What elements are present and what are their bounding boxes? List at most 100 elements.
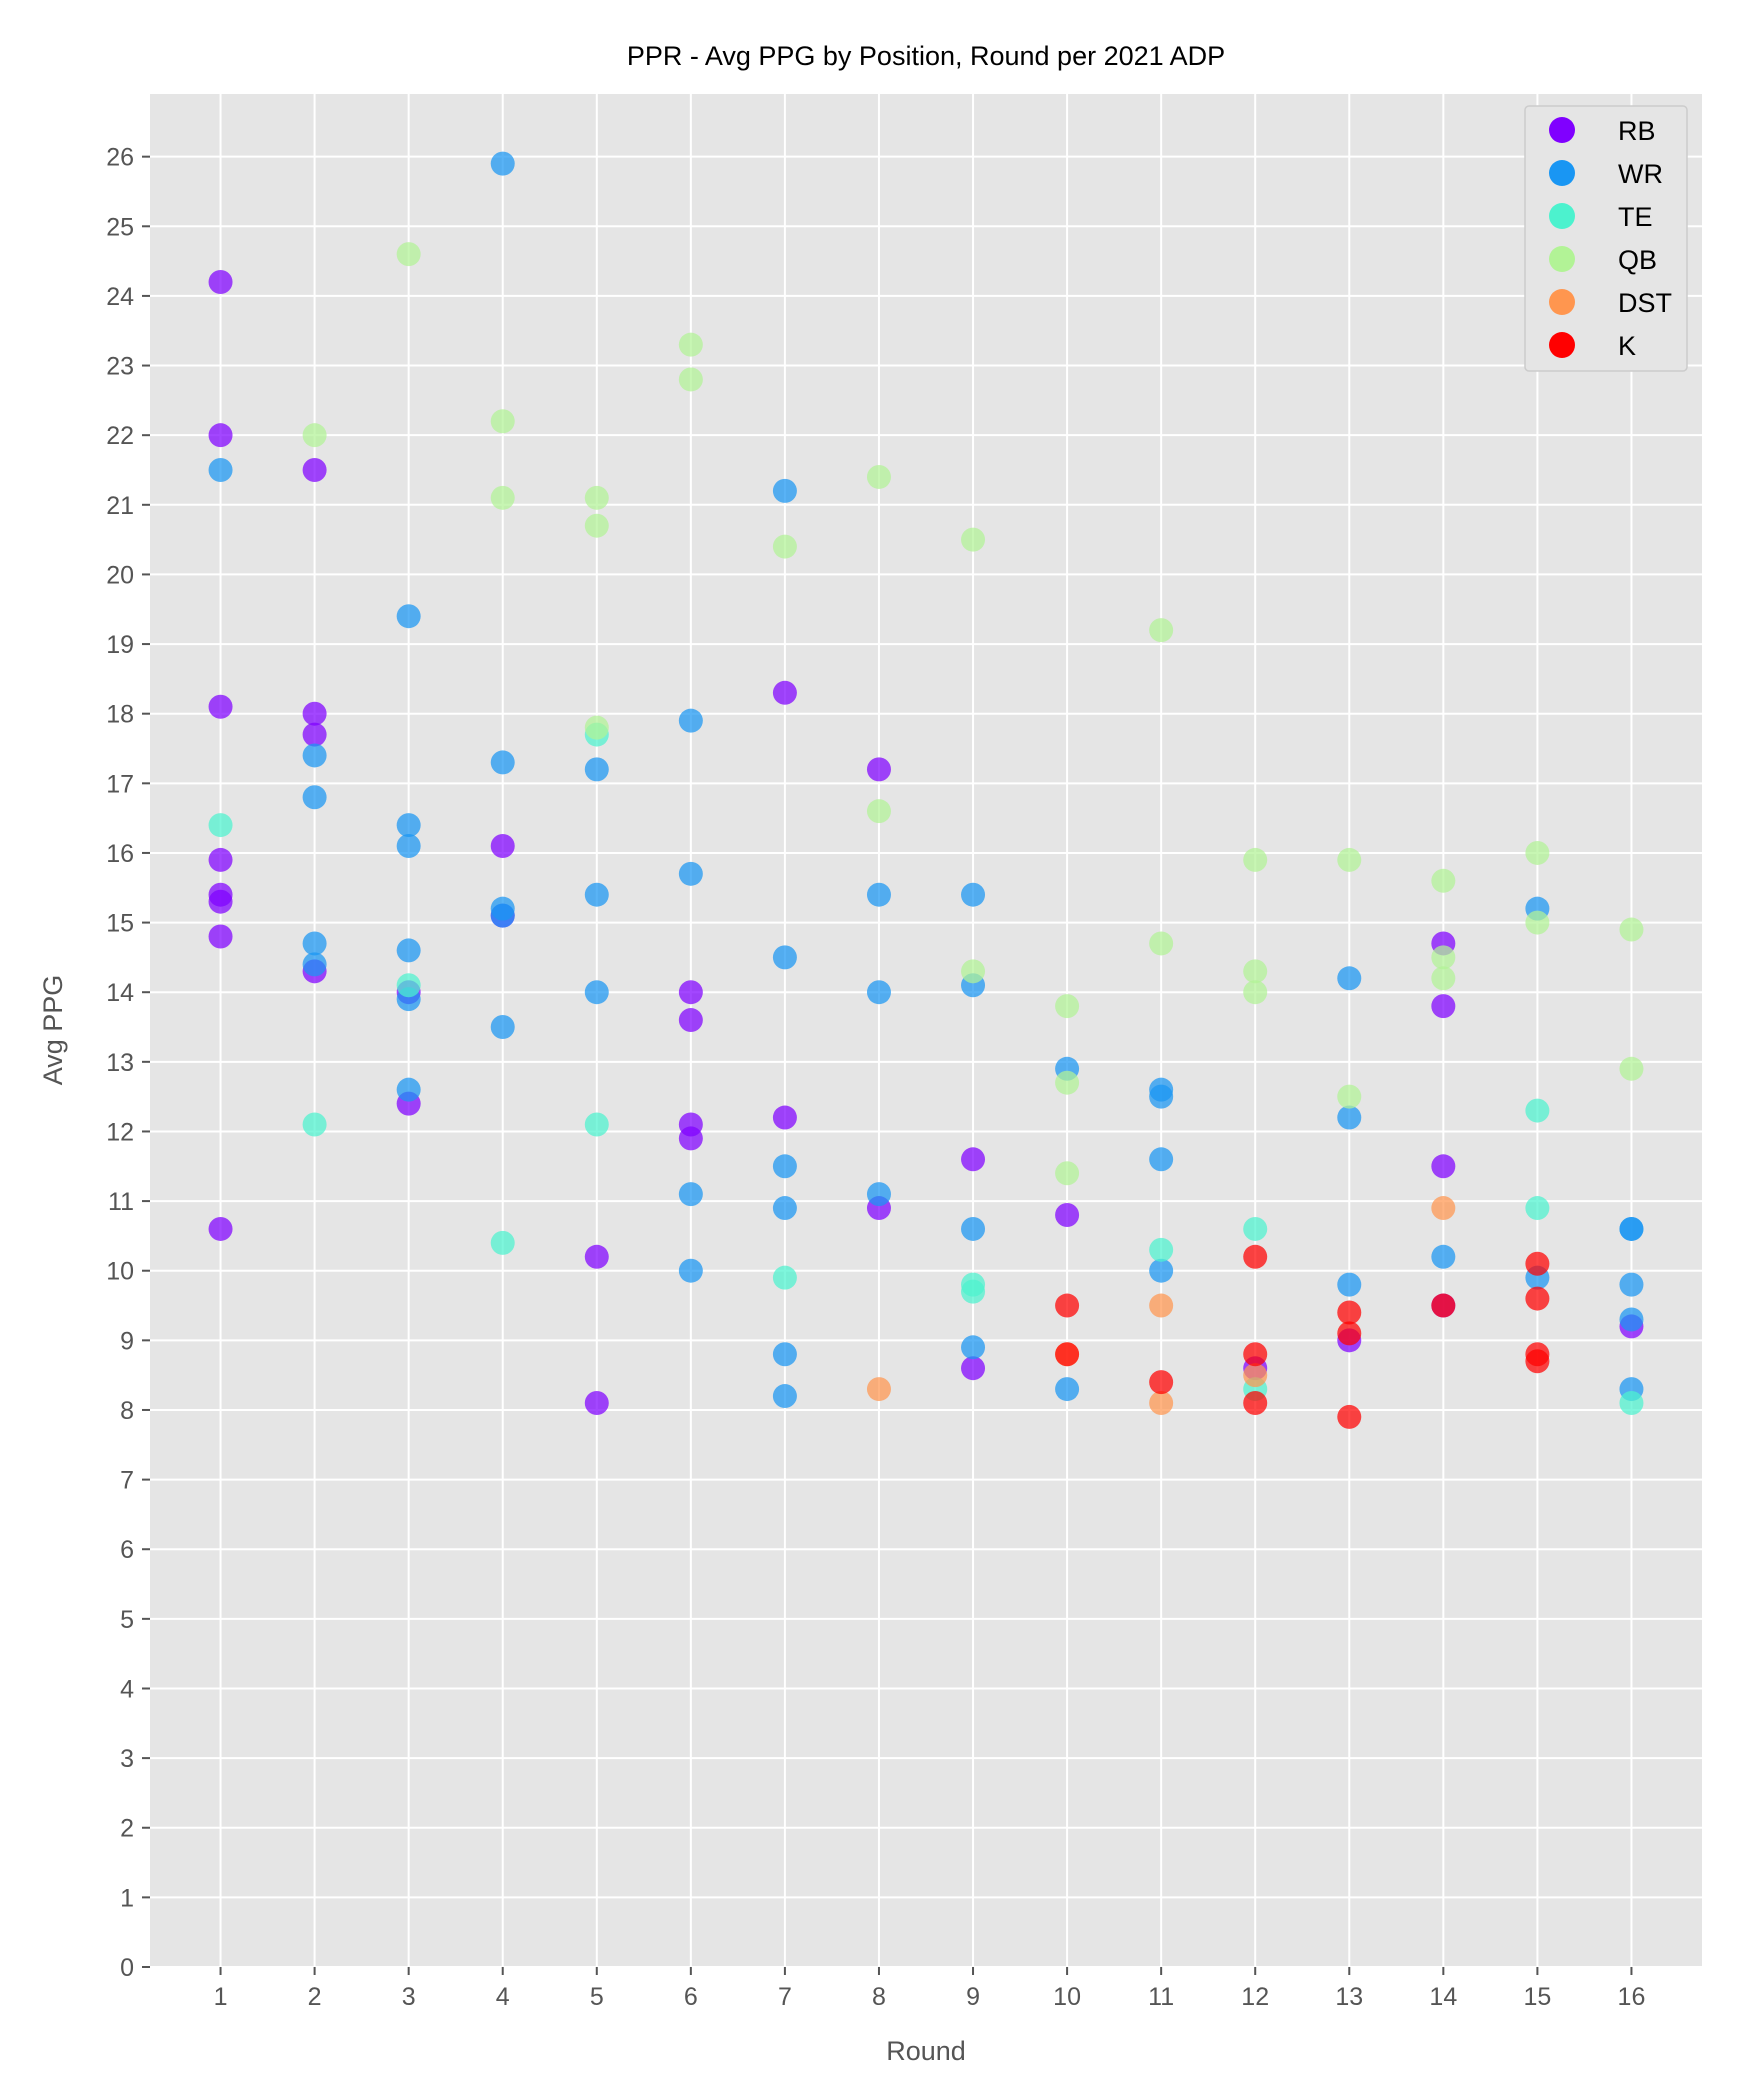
data-point-wr [678, 861, 703, 886]
data-point-qb [396, 242, 421, 267]
y-axis-label: Avg PPG [38, 975, 68, 1086]
y-tick-label: 13 [106, 1049, 134, 1077]
data-point-wr [678, 1182, 703, 1207]
data-point-wr [678, 708, 703, 733]
data-point-qb [772, 534, 797, 559]
legend-marker-te [1549, 203, 1575, 229]
data-point-wr [1619, 1307, 1644, 1332]
x-tick-label: 1 [214, 1983, 228, 2011]
data-point-dst [1149, 1391, 1174, 1416]
y-tick-label: 22 [106, 422, 134, 450]
data-point-wr [396, 833, 421, 858]
data-point-qb [678, 367, 703, 392]
x-tick-label: 6 [684, 1983, 698, 2011]
data-point-qb [490, 409, 515, 434]
data-point-wr [584, 882, 609, 907]
data-point-rb [678, 1008, 703, 1033]
data-point-qb [678, 332, 703, 357]
y-tick-label: 6 [120, 1536, 134, 1564]
legend-box [1524, 105, 1688, 372]
data-point-rb [208, 269, 233, 294]
data-point-qb [1337, 847, 1362, 872]
data-point-dst [866, 1377, 891, 1402]
legend-label-qb: QB [1618, 245, 1657, 275]
data-point-k [1243, 1244, 1268, 1269]
data-point-qb [1243, 959, 1268, 984]
legend-label-rb: RB [1618, 116, 1656, 146]
data-point-wr [772, 945, 797, 970]
data-point-wr [961, 882, 986, 907]
x-tick-label: 12 [1241, 1983, 1269, 2011]
data-point-wr [1431, 1244, 1456, 1269]
data-point-qb [1149, 618, 1174, 643]
data-point-qb [302, 423, 327, 448]
data-point-dst [1243, 1363, 1268, 1388]
data-point-k [1431, 1293, 1456, 1318]
x-tick-label: 5 [590, 1983, 604, 2011]
y-axis-ticks: 0123456789101112131415161718192021222324… [106, 144, 150, 1982]
y-tick-label: 18 [106, 701, 134, 729]
data-point-rb [302, 701, 327, 726]
data-point-wr [772, 1342, 797, 1367]
data-point-rb [208, 694, 233, 719]
data-point-k [1337, 1300, 1362, 1325]
data-point-rb [1055, 1203, 1080, 1228]
data-point-te [302, 1112, 327, 1137]
data-point-wr [1055, 1377, 1080, 1402]
data-point-qb [1619, 917, 1644, 942]
y-tick-label: 0 [120, 1954, 134, 1982]
legend-label-te: TE [1618, 202, 1653, 232]
data-point-k [1525, 1251, 1550, 1276]
data-point-wr [490, 1015, 515, 1040]
data-point-wr [1337, 966, 1362, 991]
data-point-k [1149, 1370, 1174, 1395]
y-tick-label: 25 [106, 213, 134, 241]
data-point-wr [1149, 1147, 1174, 1172]
data-point-qb [584, 513, 609, 538]
x-tick-label: 9 [966, 1983, 980, 2011]
data-point-qb [1525, 910, 1550, 935]
legend-marker-k [1549, 332, 1575, 358]
data-point-qb [1525, 840, 1550, 865]
x-tick-label: 4 [496, 1983, 510, 2011]
x-axis-ticks: 1 2 3 4 5 6 7 8 9 10 11 12 13 14 15 16 [214, 1967, 1646, 2011]
data-point-rb [866, 757, 891, 782]
data-point-wr [1149, 1084, 1174, 1109]
data-point-qb [1055, 994, 1080, 1019]
data-point-qb [1055, 1161, 1080, 1186]
x-axis-label: Round [886, 2036, 966, 2066]
data-point-wr [1337, 1272, 1362, 1297]
data-point-te [1149, 1237, 1174, 1262]
legend: RB WR TE QB DST K [1524, 105, 1688, 372]
data-point-k [1525, 1349, 1550, 1374]
x-tick-label: 16 [1618, 1983, 1646, 2011]
data-point-dst [1149, 1293, 1174, 1318]
data-point-te [1243, 1216, 1268, 1241]
data-point-k [1243, 1391, 1268, 1416]
data-point-rb [772, 680, 797, 705]
data-point-qb [1243, 847, 1268, 872]
data-point-k [1337, 1321, 1362, 1346]
data-point-qb [584, 485, 609, 510]
data-point-wr [1149, 1258, 1174, 1283]
data-point-qb [866, 464, 891, 489]
data-point-qb [584, 715, 609, 740]
data-point-rb [678, 980, 703, 1005]
data-point-wr [1619, 1216, 1644, 1241]
y-tick-label: 26 [106, 144, 134, 172]
data-point-wr [866, 1182, 891, 1207]
data-point-qb [961, 959, 986, 984]
data-point-wr [961, 1335, 986, 1360]
y-tick-label: 10 [106, 1258, 134, 1286]
x-tick-label: 8 [872, 1983, 886, 2011]
x-tick-label: 11 [1148, 1983, 1174, 2011]
data-point-qb [1337, 1084, 1362, 1109]
data-point-qb [1431, 945, 1456, 970]
y-tick-label: 8 [120, 1397, 134, 1425]
data-point-qb [1431, 868, 1456, 893]
data-point-te [396, 973, 421, 998]
data-point-k [1337, 1404, 1362, 1429]
plot-area [150, 94, 1702, 1967]
y-tick-label: 9 [120, 1327, 134, 1355]
